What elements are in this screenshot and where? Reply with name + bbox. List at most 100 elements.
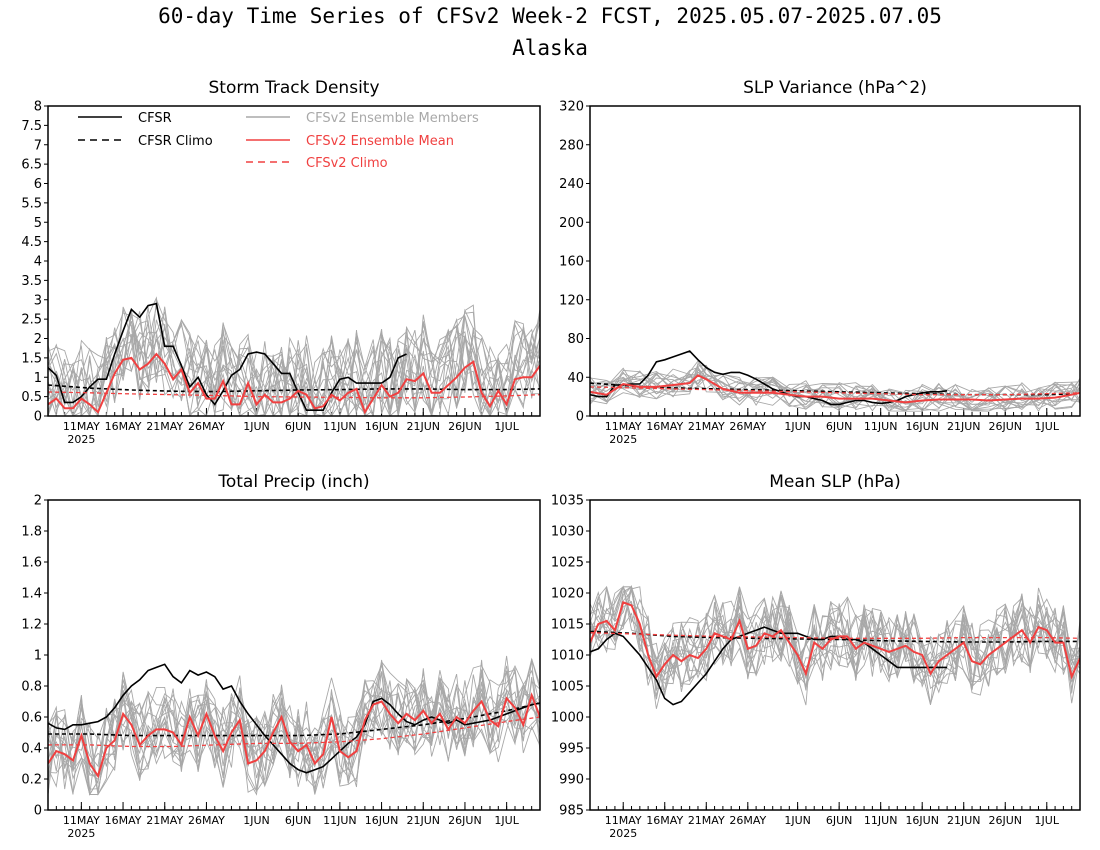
y-tick-label: 0: [34, 410, 42, 425]
x-tick-label: 11JUN: [864, 420, 898, 433]
x-year-label: 2025: [67, 827, 95, 840]
y-tick-label: 0.4: [21, 742, 42, 757]
x-tick-label: 1JUL: [1035, 420, 1060, 433]
ensemble-member-line: [48, 668, 540, 795]
x-tick-label: 21JUN: [947, 814, 981, 827]
y-tick-label: 0.8: [21, 680, 42, 695]
panel-title: Total Precip (inch): [217, 472, 369, 492]
x-year-label: 2025: [67, 433, 95, 446]
panel-2: SLP Variance (hPa^2) 0 40 80 120 160 200 240 280…: [559, 78, 1081, 446]
ensemble-member-line: [48, 314, 540, 416]
y-tick-label: 1.4: [21, 587, 42, 602]
cfsv2-climo-line: [48, 391, 540, 399]
x-tick-label: 6JUN: [285, 420, 312, 433]
x-tick-label: 11JUN: [323, 420, 357, 433]
y-tick-label: 2.5: [21, 313, 42, 328]
cfsr-line: [48, 302, 407, 412]
ensemble-member-line: [590, 585, 1080, 697]
x-tick-label: 26MAY: [729, 814, 766, 827]
x-tick-label: 6JUN: [826, 420, 853, 433]
cfsr-line: [590, 626, 948, 706]
y-tick-label: 3: [34, 293, 42, 308]
x-tick-label: 26JUN: [988, 420, 1022, 433]
ensemble-member-line: [48, 659, 540, 786]
x-tick-label: 16MAY: [646, 814, 683, 827]
legend-ensemble-mean-label: CFSv2 Ensemble Mean: [306, 134, 454, 149]
x-tick-label: 26JUN: [988, 814, 1022, 827]
y-tick-label: 1035: [551, 494, 584, 509]
y-tick-label: 995: [559, 742, 584, 757]
y-tick-label: 1.8: [21, 525, 42, 540]
cfsv2-climo-line: [590, 386, 1080, 396]
ensemble-member-line: [48, 314, 540, 416]
y-tick-label: 40: [567, 371, 584, 386]
ensemble-member-line: [48, 312, 540, 416]
y-tick-label: 1000: [551, 711, 584, 726]
ensemble-member-line: [590, 371, 1080, 412]
ensemble-member-line: [48, 312, 540, 416]
x-tick-label: 16MAY: [105, 814, 142, 827]
figure-title: 60-day Time Series of CFSv2 Week-2 FCST,…: [158, 4, 942, 28]
x-tick-label: 16JUN: [905, 814, 939, 827]
x-tick-label: 16JUN: [365, 420, 399, 433]
legend-cfsr-climo-label: CFSR Climo: [138, 134, 213, 149]
x-tick-label: 21MAY: [688, 420, 725, 433]
ensemble-mean-line: [48, 692, 540, 779]
y-tick-label: 1: [34, 371, 42, 386]
y-tick-label: 0: [576, 410, 584, 425]
ensemble-member-line: [48, 306, 540, 416]
plot-frame: [589, 499, 1081, 811]
ensemble-member-line: [48, 315, 540, 416]
panel-title: Mean SLP (hPa): [769, 472, 901, 492]
x-tick-label: 1JUN: [243, 814, 270, 827]
plot-frame: [47, 105, 541, 417]
plot-frame: [47, 499, 541, 811]
legend-cfsr-label: CFSR: [138, 111, 172, 126]
panel-title: Storm Track Density: [208, 78, 379, 98]
y-tick-label: 1020: [551, 587, 584, 602]
ensemble-mean-line: [48, 352, 540, 415]
y-tick-label: 5: [34, 216, 42, 231]
x-year-label: 2025: [609, 433, 637, 446]
x-tick-label: 6JUN: [285, 814, 312, 827]
legend: CFSR CFSR Climo CFSv2 Ensemble Members CFSv…: [78, 111, 479, 171]
y-tick-label: 985: [559, 804, 584, 819]
x-tick-label: 1JUN: [784, 814, 811, 827]
y-tick-label: 6.5: [21, 158, 42, 173]
x-tick-label: 16MAY: [105, 420, 142, 433]
panel-1: Storm Track Density 0 0.5 1 1.5 2 2.5 3 3.5 4 4.5 5…: [21, 78, 541, 446]
x-tick-label: 21JUN: [406, 814, 440, 827]
panel-title: SLP Variance (hPa^2): [743, 78, 927, 98]
x-tick-label: 26JUN: [448, 814, 482, 827]
cfsr-line: [48, 663, 540, 774]
plot-area: [48, 655, 540, 796]
x-tick-label: 26MAY: [188, 420, 225, 433]
plot-area: [590, 350, 1080, 413]
plot-area: [590, 585, 1080, 709]
y-tick-label: 160: [559, 255, 584, 270]
y-tick-label: 1030: [551, 525, 584, 540]
ensemble-member-line: [590, 586, 1080, 700]
x-tick-label: 11MAY: [63, 420, 100, 433]
y-tick-label: 4: [34, 255, 42, 270]
y-tick-label: 80: [567, 332, 584, 347]
y-tick-label: 5.5: [21, 196, 42, 211]
y-tick-label: 1.6: [21, 556, 42, 571]
y-tick-label: 1.5: [21, 351, 42, 366]
legend-members-label: CFSv2 Ensemble Members: [306, 111, 479, 126]
y-tick-label: 1005: [551, 680, 584, 695]
x-tick-label: 1JUL: [494, 420, 519, 433]
y-tick-label: 7.5: [21, 119, 42, 134]
ensemble-member-line: [48, 669, 540, 795]
x-tick-label: 16JUN: [365, 814, 399, 827]
x-tick-label: 21MAY: [688, 814, 725, 827]
y-tick-label: 7: [34, 138, 42, 153]
y-tick-label: 0.5: [21, 390, 42, 405]
y-tick-label: 0: [34, 804, 42, 819]
legend-cfsv2-climo-label: CFSv2 Climo: [306, 156, 388, 171]
cfsr-line: [590, 350, 948, 406]
x-tick-label: 21JUN: [947, 420, 981, 433]
x-tick-label: 1JUL: [494, 814, 519, 827]
ensemble-member-line: [48, 308, 540, 416]
y-tick-label: 3.5: [21, 274, 42, 289]
